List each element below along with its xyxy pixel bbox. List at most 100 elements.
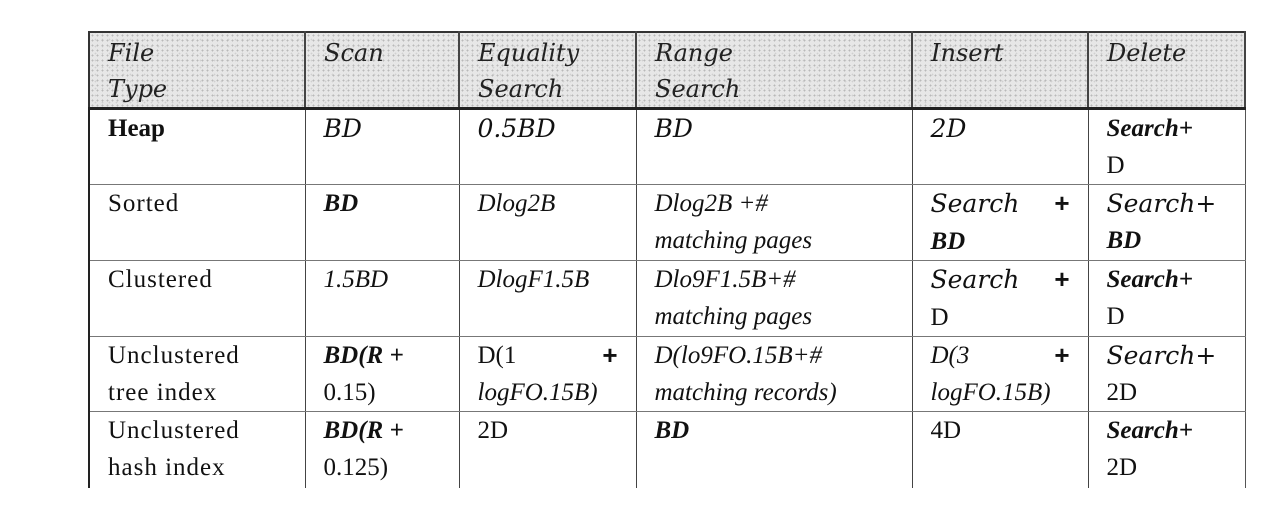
cell-insert: 2D bbox=[911, 108, 1088, 185]
cell-text: tree index bbox=[108, 379, 218, 406]
cell-text: 2D bbox=[930, 114, 967, 143]
cell-equality: DlogF1.5B bbox=[458, 260, 636, 337]
cell-delete: Search+ BD bbox=[1087, 184, 1246, 261]
cell-text: matching pages bbox=[654, 303, 813, 330]
cell-text: BD(R + bbox=[323, 342, 404, 369]
cell-delete: Search+ 2D bbox=[1087, 336, 1246, 412]
table-row-sorted: Sorted BD Dlog2B Dlog2B +# matching page… bbox=[88, 184, 1246, 261]
header-text: Scan bbox=[324, 39, 384, 67]
cell-text: Dlog2B bbox=[477, 190, 556, 217]
cell-text: BD bbox=[323, 114, 362, 143]
cell-insert: Search + BD bbox=[911, 184, 1088, 261]
cell-range: Dlo9F1.5B+# matching pages bbox=[635, 260, 912, 337]
cell-text: BD bbox=[1106, 227, 1142, 254]
header-text: Type bbox=[108, 75, 168, 103]
cell-delete: Search+ D bbox=[1087, 260, 1246, 337]
header-text: Search bbox=[478, 75, 564, 103]
table-row-clustered: Clustered 1.5BD DlogF1.5B Dlo9F1.5B+# ma… bbox=[88, 260, 1246, 337]
cell-range: Dlog2B +# matching pages bbox=[635, 184, 912, 261]
cell-scan: 1.5BD bbox=[304, 260, 459, 337]
cell-text: hash index bbox=[108, 454, 226, 481]
header-text: Delete bbox=[1107, 39, 1187, 67]
cell-equality: 0.5BD bbox=[458, 108, 636, 185]
cell-file-type: Clustered bbox=[88, 260, 305, 337]
cost-table-container: File Type Scan Equality Search Range Sea… bbox=[88, 31, 1246, 488]
cell-text: 0.5BD bbox=[477, 114, 556, 143]
cell-text: logFO.15B) bbox=[930, 379, 1051, 406]
header-text: Range bbox=[655, 39, 733, 67]
cell-text: Search+ bbox=[1106, 417, 1193, 444]
cell-text: 4D bbox=[930, 417, 962, 444]
table-header: File Type Scan Equality Search Range Sea… bbox=[88, 31, 1246, 110]
header-delete: Delete bbox=[1087, 31, 1246, 110]
table-body: Heap BD 0.5BD BD 2D Search+ bbox=[88, 108, 1246, 488]
header-text: Search bbox=[655, 75, 741, 103]
table-row-unclustered-tree: Unclustered tree index BD(R + 0.15) D(1 +… bbox=[88, 336, 1246, 412]
cell-text: BD bbox=[323, 190, 359, 217]
cell-text: D bbox=[1106, 303, 1125, 330]
cell-text: Heap bbox=[108, 115, 165, 142]
cell-range: BD bbox=[635, 108, 912, 185]
cell-text: BD bbox=[930, 228, 966, 255]
cell-text: Search+ bbox=[1106, 266, 1193, 293]
cell-insert: D(3 + logFO.15B) bbox=[911, 336, 1088, 412]
file-organization-cost-table: File Type Scan Equality Search Range Sea… bbox=[88, 31, 1246, 488]
cell-delete: Search+ 2D bbox=[1087, 411, 1246, 488]
header-file-type: File Type bbox=[88, 31, 306, 110]
header-text: Equality bbox=[478, 39, 580, 67]
cell-scan: BD(R + 0.125) bbox=[304, 411, 459, 488]
cell-range: BD bbox=[635, 411, 912, 488]
header-equality-search: Equality Search bbox=[458, 31, 637, 110]
table-row-unclustered-hash: Unclustered hash index BD(R + 0.125) 2D … bbox=[88, 411, 1246, 488]
plus-sign: + bbox=[602, 340, 618, 370]
plus-sign: + bbox=[1054, 188, 1070, 218]
cell-text: 1.5BD bbox=[323, 266, 389, 293]
header-scan: Scan bbox=[304, 31, 460, 110]
cell-text: Search bbox=[930, 189, 1020, 218]
cell-range: D(lo9FO.15B+# matching records) bbox=[635, 336, 912, 412]
plus-sign: + bbox=[1054, 264, 1070, 294]
cell-scan: BD(R + 0.15) bbox=[304, 336, 459, 412]
cell-text: Sorted bbox=[108, 190, 180, 217]
cell-text: matching records) bbox=[654, 379, 837, 406]
cell-text: Dlog2B +# bbox=[654, 190, 768, 217]
cell-text: 2D bbox=[477, 417, 509, 444]
cell-text: 0.15) bbox=[323, 379, 376, 406]
cell-scan: BD bbox=[304, 108, 459, 185]
cell-text: Dlo9F1.5B+# bbox=[654, 266, 796, 293]
plus-sign: + bbox=[1054, 340, 1070, 370]
cell-text: D bbox=[930, 304, 949, 331]
cell-text: 0.125) bbox=[323, 454, 389, 481]
cell-insert: Search + D bbox=[911, 260, 1088, 337]
header-range-search: Range Search bbox=[635, 31, 913, 110]
cell-text: Search+ bbox=[1106, 341, 1217, 370]
cell-text: DlogF1.5B bbox=[477, 266, 590, 293]
cell-file-type: Heap bbox=[88, 108, 305, 185]
cell-text: D(1 bbox=[477, 342, 517, 369]
cell-text: Unclustered bbox=[108, 417, 240, 444]
cell-text: BD(R + bbox=[323, 417, 404, 444]
cell-text: matching pages bbox=[654, 227, 813, 254]
cell-text: BD bbox=[654, 417, 690, 444]
cell-delete: Search+ D bbox=[1087, 108, 1246, 185]
cell-text: D(3 bbox=[930, 342, 970, 369]
cell-text: Clustered bbox=[108, 266, 213, 293]
header-text: Insert bbox=[931, 39, 1004, 67]
cell-equality: 2D bbox=[458, 411, 636, 488]
cell-text: logFO.15B) bbox=[477, 379, 598, 406]
cell-text: Search+ bbox=[1106, 189, 1217, 218]
header-insert: Insert bbox=[911, 31, 1089, 110]
cell-file-type: Sorted bbox=[88, 184, 305, 261]
header-text: File bbox=[108, 39, 155, 67]
cell-scan: BD bbox=[304, 184, 459, 261]
cell-text: D bbox=[1106, 152, 1125, 179]
cell-file-type: Unclustered hash index bbox=[88, 411, 305, 488]
cell-text: Search bbox=[930, 265, 1020, 294]
table-row-heap: Heap BD 0.5BD BD 2D Search+ bbox=[88, 108, 1246, 185]
cell-equality: D(1 + logFO.15B) bbox=[458, 336, 636, 412]
cell-text: 2D bbox=[1106, 454, 1138, 481]
cell-text: BD bbox=[654, 114, 693, 143]
cell-text: D(lo9FO.15B+# bbox=[654, 342, 823, 369]
cell-file-type: Unclustered tree index bbox=[88, 336, 305, 412]
